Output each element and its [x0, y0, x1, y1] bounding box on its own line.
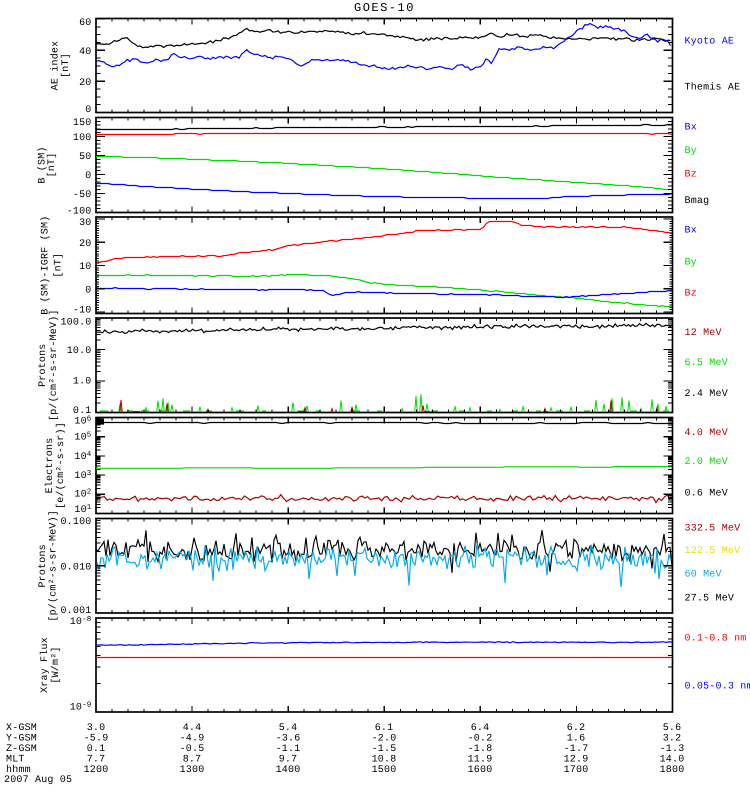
svg-text:1500: 1500: [372, 765, 397, 776]
svg-text:Bmag: Bmag: [685, 196, 710, 207]
svg-text:[nT]: [nT]: [46, 153, 58, 178]
svg-text:0.010: 0.010: [60, 562, 91, 573]
svg-text:-100: -100: [67, 207, 92, 218]
svg-text:[nT]: [nT]: [60, 53, 72, 78]
svg-text:MLT: MLT: [6, 754, 25, 765]
svg-text:0.1: 0.1: [87, 744, 106, 755]
svg-text:2.0 MeV: 2.0 MeV: [685, 457, 728, 468]
svg-text:[p/(cm²-s-sr-MeV)]: [p/(cm²-s-sr-MeV)]: [48, 309, 60, 421]
svg-text:Xray Flux: Xray Flux: [39, 637, 51, 693]
svg-text:14.0: 14.0: [660, 754, 685, 765]
svg-text:0.001: 0.001: [60, 606, 91, 617]
svg-text:Bz: Bz: [685, 289, 697, 300]
svg-text:5.4: 5.4: [279, 723, 298, 734]
svg-text:-1.8: -1.8: [468, 744, 493, 755]
svg-text:Bx: Bx: [685, 226, 697, 237]
svg-text:0.100: 0.100: [60, 517, 91, 528]
svg-text:Y-GSM: Y-GSM: [6, 734, 37, 745]
svg-text:0: 0: [85, 171, 91, 182]
svg-text:4.0 MeV: 4.0 MeV: [685, 428, 728, 439]
svg-text:6.1: 6.1: [375, 723, 394, 734]
svg-text:100: 100: [73, 133, 92, 144]
svg-text:-10: -10: [73, 306, 92, 317]
svg-text:0.6 MeV: 0.6 MeV: [685, 489, 728, 500]
svg-text:1300: 1300: [180, 765, 205, 776]
svg-text:AE index: AE index: [50, 41, 62, 91]
svg-text:1400: 1400: [276, 765, 301, 776]
svg-text:27.5 MeV: 27.5 MeV: [685, 594, 735, 605]
svg-text:GOES-10: GOES-10: [354, 1, 415, 15]
svg-text:0.1: 0.1: [73, 406, 92, 417]
svg-text:2.4 MeV: 2.4 MeV: [685, 389, 728, 400]
svg-text:122.5 MeV: 122.5 MeV: [685, 546, 741, 557]
svg-text:11.9: 11.9: [468, 754, 493, 765]
svg-text:1800: 1800: [660, 765, 685, 776]
svg-text:60 MeV: 60 MeV: [685, 570, 722, 581]
svg-text:332.5 MeV: 332.5 MeV: [685, 524, 741, 535]
svg-text:5.6: 5.6: [663, 723, 682, 734]
svg-text:10.0: 10.0: [67, 346, 92, 357]
svg-text:-1.3: -1.3: [660, 744, 685, 755]
svg-text:-50: -50: [73, 190, 92, 201]
svg-text:[e/(cm²-s-sr)]: [e/(cm²-s-sr)]: [55, 422, 67, 509]
svg-text:20: 20: [79, 78, 91, 89]
svg-text:Electrons: Electrons: [44, 438, 56, 494]
svg-text:Z-GSM: Z-GSM: [6, 744, 37, 755]
svg-text:-3.6: -3.6: [276, 734, 301, 745]
svg-text:4.4: 4.4: [183, 723, 202, 734]
svg-text:-1.1: -1.1: [276, 744, 301, 755]
svg-text:By: By: [685, 258, 697, 269]
svg-text:Bz: Bz: [685, 170, 697, 181]
svg-text:8.7: 8.7: [183, 754, 202, 765]
svg-text:1600: 1600: [468, 765, 493, 776]
svg-text:Protons: Protons: [38, 544, 49, 587]
svg-text:-1.7: -1.7: [564, 744, 589, 755]
svg-text:0: 0: [85, 285, 91, 296]
svg-text:hhmm: hhmm: [6, 764, 31, 776]
svg-text:-1.5: -1.5: [372, 744, 397, 755]
svg-text:3.0: 3.0: [87, 723, 106, 734]
svg-text:20: 20: [79, 239, 91, 250]
svg-text:40: 40: [79, 47, 91, 58]
svg-text:0.05-0.3 nm: 0.05-0.3 nm: [685, 682, 750, 693]
svg-text:60: 60: [79, 18, 91, 29]
svg-text:-0.2: -0.2: [468, 734, 493, 745]
svg-text:10.8: 10.8: [372, 754, 397, 765]
svg-text:-2.0: -2.0: [372, 734, 397, 745]
svg-text:1200: 1200: [84, 765, 109, 776]
svg-text:1.0: 1.0: [73, 377, 92, 388]
svg-text:12 MeV: 12 MeV: [685, 328, 722, 339]
svg-text:6.4: 6.4: [471, 723, 490, 734]
svg-text:[W/m²]: [W/m²]: [50, 646, 62, 683]
svg-text:6.5 MeV: 6.5 MeV: [685, 358, 728, 369]
svg-text:1.6: 1.6: [567, 734, 586, 745]
svg-text:30: 30: [79, 218, 91, 229]
svg-text:100.0: 100.0: [60, 318, 91, 329]
svg-text:Bx: Bx: [685, 123, 697, 134]
svg-text:3.2: 3.2: [663, 734, 682, 745]
svg-text:150: 150: [73, 118, 92, 129]
svg-text:-4.9: -4.9: [180, 734, 205, 745]
svg-text:0.1-0.8 nm: 0.1-0.8 nm: [685, 634, 747, 645]
svg-text:0: 0: [85, 105, 91, 116]
svg-text:B (SM)-IGRF (SM): B (SM)-IGRF (SM): [40, 216, 52, 315]
svg-text:-5.9: -5.9: [84, 734, 109, 745]
svg-text:X-GSM: X-GSM: [6, 723, 37, 734]
svg-text:[p/(cm²-s-sr-MeV)]: [p/(cm²-s-sr-MeV)]: [48, 510, 60, 622]
svg-text:12.9: 12.9: [564, 754, 589, 765]
svg-text:Kyoto AE: Kyoto AE: [685, 37, 735, 48]
svg-text:50: 50: [79, 152, 91, 163]
svg-text:Protons: Protons: [38, 343, 49, 386]
svg-text:10: 10: [79, 262, 91, 273]
svg-text:-0.5: -0.5: [180, 744, 205, 755]
svg-text:7.7: 7.7: [87, 754, 106, 765]
svg-text:By: By: [685, 146, 697, 157]
svg-text:[nT]: [nT]: [53, 253, 65, 278]
svg-text:9.7: 9.7: [279, 754, 298, 765]
svg-text:2007 Aug 05: 2007 Aug 05: [4, 775, 72, 786]
svg-text:B (SM): B (SM): [37, 146, 49, 183]
svg-text:6.2: 6.2: [567, 723, 586, 734]
svg-text:1700: 1700: [564, 765, 589, 776]
svg-text:Themis AE: Themis AE: [685, 82, 741, 94]
